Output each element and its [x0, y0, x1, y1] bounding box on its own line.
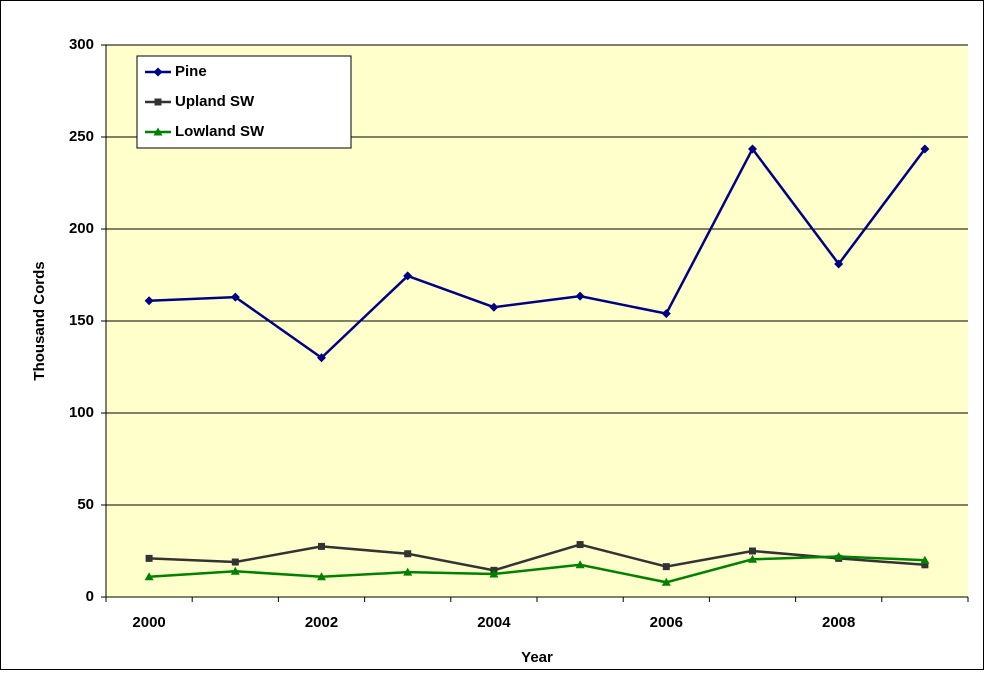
y-tick-label: 100 — [69, 404, 94, 421]
y-tick-label: 300 — [69, 36, 94, 53]
x-axis-label: Year — [521, 649, 553, 666]
x-tick-label: 2004 — [477, 614, 511, 631]
y-tick-label: 200 — [69, 220, 94, 237]
series-line — [149, 555, 925, 584]
marker — [145, 554, 153, 562]
marker — [153, 127, 163, 136]
x-tick-label: 2002 — [305, 614, 338, 631]
marker — [403, 271, 413, 281]
marker — [230, 566, 240, 575]
x-tick-label: 2000 — [132, 614, 165, 631]
marker — [317, 572, 326, 581]
marker — [748, 144, 757, 154]
legend-label: Upland SW — [175, 93, 255, 110]
marker — [748, 554, 757, 563]
marker — [154, 98, 162, 106]
marker — [489, 302, 499, 312]
marker — [921, 561, 929, 569]
marker — [661, 309, 671, 319]
marker — [317, 353, 326, 363]
marker — [749, 547, 756, 555]
marker — [144, 572, 154, 581]
marker — [318, 542, 325, 550]
marker — [920, 555, 930, 564]
marker — [575, 291, 585, 301]
y-tick-label: 250 — [69, 128, 94, 145]
marker — [403, 567, 413, 576]
legend-box — [136, 55, 352, 149]
x-tick-label: 2008 — [822, 614, 855, 631]
marker — [920, 144, 930, 154]
legend-label: Lowland SW — [175, 123, 265, 140]
marker — [144, 296, 154, 306]
x-tick-label: 2006 — [650, 614, 683, 631]
marker — [662, 563, 670, 571]
marker — [153, 67, 163, 77]
y-tick-label: 50 — [77, 496, 94, 513]
marker — [231, 558, 239, 566]
marker — [576, 541, 584, 549]
legend-label: Pine — [175, 63, 207, 80]
series-line — [149, 146, 926, 360]
marker — [489, 569, 499, 578]
marker — [404, 550, 412, 558]
marker — [834, 259, 844, 269]
marker — [575, 560, 585, 569]
y-axis-label: Thousand Cords — [31, 261, 48, 380]
y-tick-label: 150 — [69, 312, 94, 329]
marker — [661, 577, 671, 586]
series-line — [149, 543, 925, 572]
marker — [230, 292, 240, 302]
y-tick-label: 0 — [86, 588, 94, 605]
marker — [834, 552, 844, 561]
